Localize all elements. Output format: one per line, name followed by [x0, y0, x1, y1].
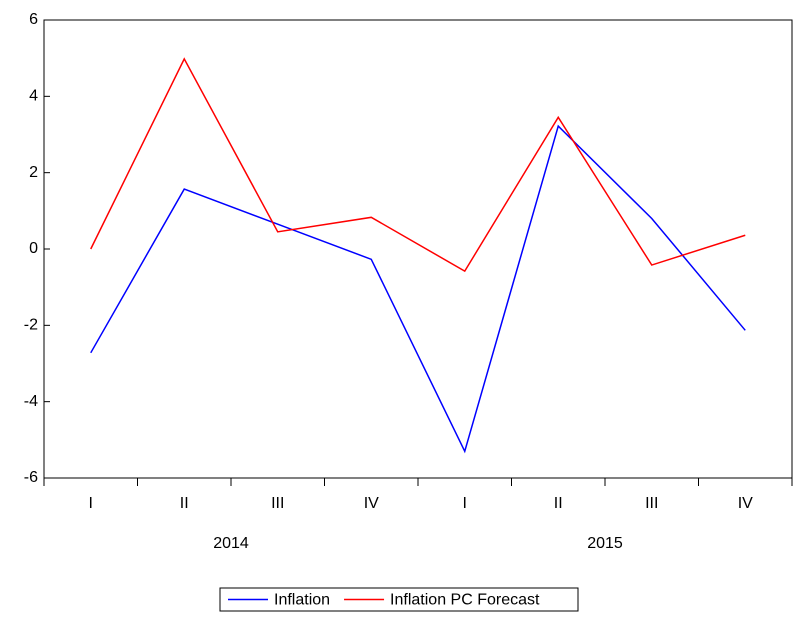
legend-label: Inflation PC Forecast: [390, 592, 540, 609]
series-line: [90, 124, 746, 454]
y-tick-label: 2: [29, 164, 38, 181]
x-tick-label: I: [463, 495, 467, 512]
y-tick-label: 4: [29, 88, 38, 105]
series-line: [90, 57, 746, 273]
y-tick-label: -6: [24, 469, 38, 486]
group-label: 2015: [587, 535, 623, 552]
y-tick-label: -4: [24, 393, 38, 410]
x-tick-label: II: [180, 495, 189, 512]
legend-label: Inflation: [274, 592, 330, 609]
y-tick-label: 0: [29, 240, 38, 257]
legend-box: [219, 587, 579, 612]
x-tick-label: II: [554, 495, 563, 512]
x-tick-label: IV: [738, 495, 753, 512]
plot-frame: [43, 19, 793, 479]
x-tick-label: III: [271, 495, 284, 512]
x-tick-label: IV: [364, 495, 379, 512]
group-label: 2014: [213, 535, 249, 552]
x-tick-label: I: [89, 495, 93, 512]
x-tick-label: III: [645, 495, 658, 512]
y-tick-label: 6: [29, 11, 38, 28]
y-tick-label: -2: [24, 317, 38, 334]
